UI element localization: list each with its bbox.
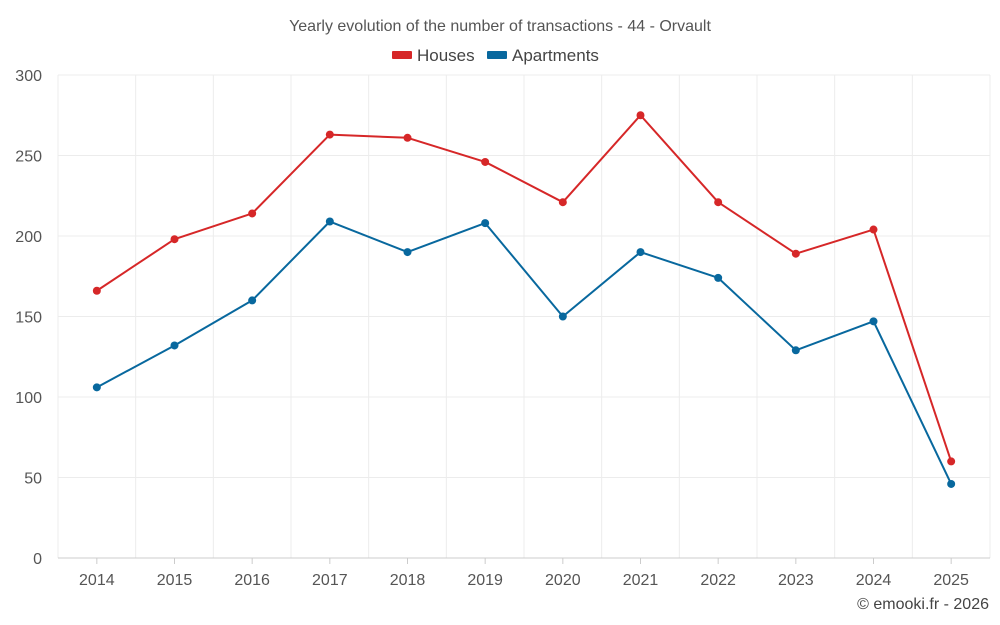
x-tick-label: 2016	[234, 572, 270, 589]
data-point-apartments[interactable]	[636, 248, 645, 257]
copyright-credit: © emooki.fr - 2026	[857, 596, 989, 613]
series	[92, 111, 956, 488]
x-tick-label: 2015	[157, 572, 193, 589]
y-tick-label: 50	[24, 471, 42, 488]
data-point-houses[interactable]	[403, 133, 412, 142]
data-point-apartments[interactable]	[170, 341, 179, 350]
data-point-apartments[interactable]	[947, 479, 956, 488]
data-point-apartments[interactable]	[403, 248, 412, 257]
data-point-houses[interactable]	[248, 209, 257, 218]
y-tick-label: 250	[15, 149, 42, 166]
data-point-apartments[interactable]	[325, 217, 334, 226]
data-point-houses[interactable]	[92, 286, 101, 295]
chart-title: Yearly evolution of the number of transa…	[289, 18, 711, 35]
legend: Houses Apartments	[392, 46, 599, 65]
data-point-houses[interactable]	[558, 198, 567, 207]
data-point-apartments[interactable]	[558, 312, 567, 321]
data-point-houses[interactable]	[947, 457, 956, 466]
y-tick-label: 200	[15, 229, 42, 246]
data-point-houses[interactable]	[869, 225, 878, 234]
legend-swatch-apartments	[487, 51, 507, 59]
data-point-houses[interactable]	[714, 198, 723, 207]
x-tick-label: 2020	[545, 572, 581, 589]
legend-item-apartments[interactable]: Apartments	[487, 46, 599, 65]
x-tick-label: 2018	[390, 572, 426, 589]
data-point-apartments[interactable]	[791, 346, 800, 355]
data-point-apartments[interactable]	[714, 273, 723, 282]
x-tick-label: 2021	[623, 572, 659, 589]
series-line-apartments	[96, 220, 953, 485]
series-line-houses	[96, 114, 953, 462]
y-tick-label: 100	[15, 390, 42, 407]
data-point-apartments[interactable]	[869, 317, 878, 326]
legend-swatch-houses	[392, 51, 412, 59]
legend-label-houses: Houses	[417, 46, 475, 65]
data-point-houses[interactable]	[170, 235, 179, 244]
grid	[57, 74, 991, 558]
legend-label-apartments: Apartments	[512, 46, 599, 65]
data-point-apartments[interactable]	[248, 296, 257, 305]
x-tick-label: 2023	[778, 572, 814, 589]
y-tick-label: 300	[15, 68, 42, 85]
x-tick-label: 2014	[79, 572, 115, 589]
data-point-houses[interactable]	[481, 157, 490, 166]
y-tick-label: 150	[15, 310, 42, 327]
x-tick-label: 2017	[312, 572, 348, 589]
y-tick-label: 0	[33, 551, 42, 568]
axes: 0 50 100 150 200 250 300 2014 2015 2016 2017 2018 20…	[15, 68, 990, 589]
legend-item-houses[interactable]: Houses	[392, 46, 475, 65]
x-tick-label: 2019	[467, 572, 503, 589]
x-tick-label: 2022	[700, 572, 736, 589]
x-tick-label: 2025	[933, 572, 969, 589]
data-point-houses[interactable]	[325, 130, 334, 139]
data-point-apartments[interactable]	[92, 383, 101, 392]
x-tick-label: 2024	[856, 572, 892, 589]
data-point-apartments[interactable]	[481, 219, 490, 228]
data-point-houses[interactable]	[791, 249, 800, 258]
data-point-houses[interactable]	[636, 111, 645, 120]
